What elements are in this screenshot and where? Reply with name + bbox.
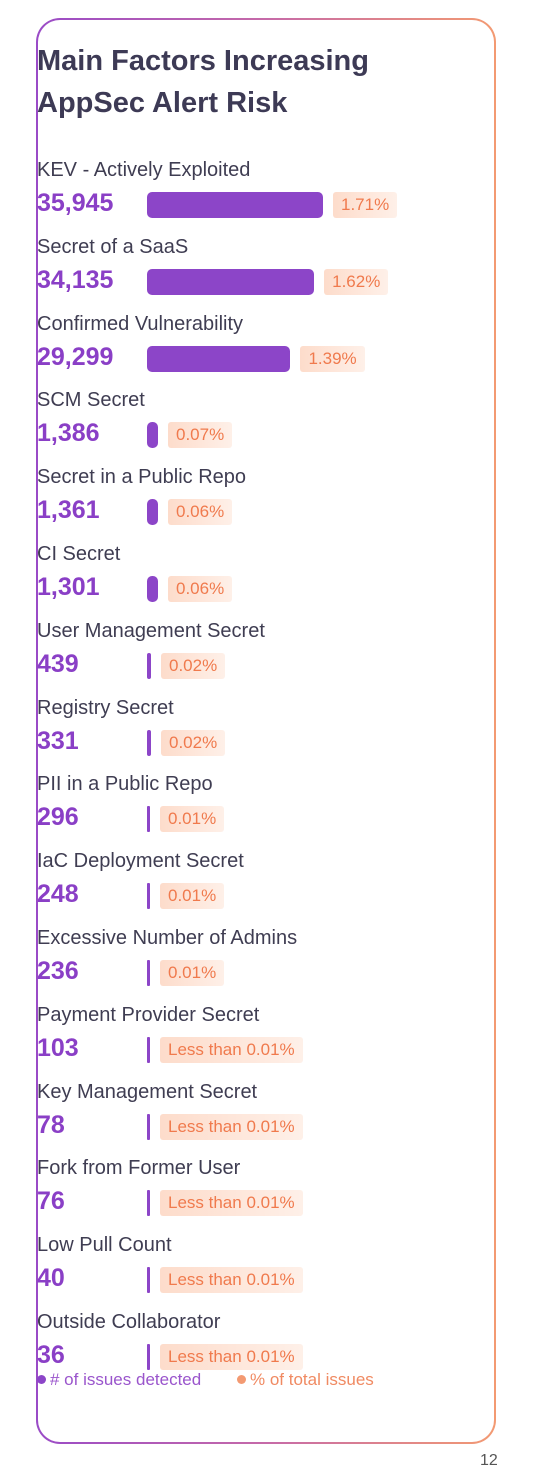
chart-row: IaC Deployment Secret 248 0.01% [37,849,447,915]
legend-item-issues-detected: # of issues detected [37,1370,201,1390]
count-value: 76 [37,1187,65,1216]
legend: # of issues detected % of total issues [37,1370,437,1392]
category-label: Confirmed Vulnerability [37,312,244,335]
count-value: 331 [37,726,79,755]
chart-row: Low Pull Count 40 Less than 0.01% [37,1233,447,1299]
bar [147,883,150,910]
chart-row: Secret of a SaaS 34,135 1.62% [37,235,447,301]
percent-label: Less than 0.01% [160,1113,303,1140]
category-label: PII in a Public Repo [37,773,213,796]
bar [147,422,158,449]
category-label: User Management Secret [37,619,265,642]
count-value: 35,945 [37,189,114,217]
percent-label: 0.02% [161,652,226,679]
count-value: 29,299 [37,342,114,371]
bar [147,499,158,526]
legend-label: % of total issues [250,1370,374,1389]
percent-label: 0.01% [160,960,225,986]
bar [147,576,158,602]
percent-label: 1.39% [300,345,365,372]
percent-label: 1.71% [333,192,398,218]
category-label: SCM Secret [37,389,145,412]
count-value: 78 [37,1110,65,1139]
count-value: 36 [37,1341,65,1369]
count-value: 439 [37,649,79,678]
percent-label: 0.07% [168,422,233,449]
count-value: 103 [37,1033,79,1062]
chart-row: PII in a Public Repo 296 0.01% [37,772,447,838]
chart-row: Payment Provider Secret 103 Less than 0.01… [37,1003,447,1069]
percent-label: 0.02% [161,729,226,756]
count-value: 40 [37,1264,65,1293]
category-label: Excessive Number of Admins [37,927,298,949]
count-value: 1,301 [37,573,100,601]
chart-row: Outside Collaborator 36 Less than 0.01% [37,1310,447,1376]
legend-item-percent-total: % of total issues [237,1370,374,1390]
category-label: Payment Provider Secret [37,1003,260,1026]
percent-label: Less than 0.01% [160,1036,303,1063]
bar [147,806,150,833]
bar [147,960,150,986]
percent-label: 1.62% [324,268,389,295]
category-label: Low Pull Count [37,1234,172,1257]
percent-label: Less than 0.01% [160,1344,303,1370]
chart-row: Fork from Former User 76 Less than 0.01% [37,1156,447,1222]
percent-label: 0.01% [160,883,225,910]
chart-row: User Management Secret 439 0.02% [37,619,447,685]
chart-title: Main Factors Increasing AppSec Alert Ris… [37,45,369,119]
legend-dot-icon [37,1375,46,1384]
count-value: 296 [37,803,79,832]
category-label: CI Secret [37,543,121,565]
category-label: Registry Secret [37,696,174,719]
chart-row: Confirmed Vulnerability 29,299 1.39% [37,312,447,378]
bar [147,652,151,679]
category-label: Secret in a Public Repo [37,466,247,489]
percent-label: Less than 0.01% [160,1267,303,1294]
category-label: Outside Collaborator [37,1311,221,1333]
bar [147,192,323,218]
bar [147,729,151,756]
chart-row: Registry Secret 331 0.02% [37,696,447,762]
count-value: 236 [37,957,79,985]
chart-row: CI Secret 1,301 0.06% [37,542,447,608]
category-label: Key Management Secret [37,1080,258,1103]
legend-dot-icon [237,1375,246,1384]
count-value: 34,135 [37,265,114,294]
bar [147,268,315,295]
bar [147,345,291,372]
percent-label: 0.06% [168,576,233,602]
chart-row: Secret in a Public Repo 1,361 0.06% [37,465,447,531]
count-value: 1,386 [37,419,100,448]
category-label: Secret of a SaaS [37,235,189,258]
count-value: 1,361 [37,496,100,525]
bar [147,1267,150,1294]
count-value: 248 [37,880,79,909]
bar [147,1190,150,1217]
chart-row: Key Management Secret 78 Less than 0.01% [37,1080,447,1146]
bar [147,1344,150,1370]
chart-row: KEV - Actively Exploited 35,945 1.71% [37,158,447,224]
percent-label: 0.01% [160,806,225,833]
legend-label: # of issues detected [50,1370,202,1389]
chart-row: SCM Secret 1,386 0.07% [37,388,447,454]
bar [147,1113,150,1140]
chart-row: Excessive Number of Admins 236 0.01% [37,926,447,992]
page-number: 12 [480,1452,498,1469]
category-label: KEV - Actively Exploited [37,159,251,181]
category-label: Fork from Former User [37,1157,241,1180]
percent-label: 0.06% [168,499,233,526]
category-label: IaC Deployment Secret [37,850,244,873]
bar [147,1036,150,1063]
percent-label: Less than 0.01% [160,1190,303,1217]
